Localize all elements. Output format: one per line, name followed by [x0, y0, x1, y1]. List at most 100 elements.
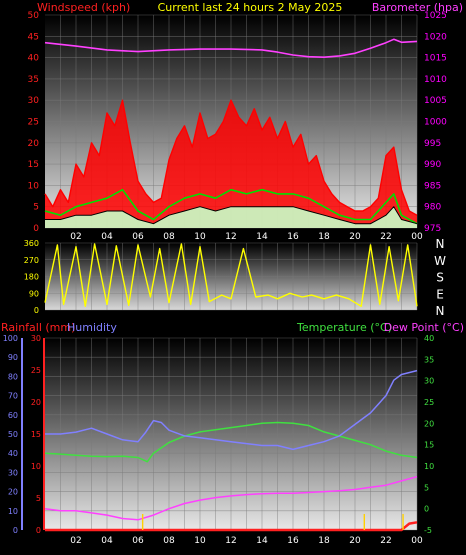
wind-axis-title: Windspeed (kph): [37, 1, 130, 14]
time-tick-label: 18: [318, 232, 330, 242]
temperature-axes: 0102030405060708090100051015202530-50510…: [3, 334, 434, 546]
wind-direction-line: [44, 243, 418, 307]
baro-tick-label: 1015: [424, 54, 447, 64]
temp-tick-label: 10: [424, 462, 434, 471]
time-tick-label: 04: [101, 536, 113, 546]
humidity-tick-label: 30: [8, 468, 18, 477]
compass-label: N: [436, 304, 445, 318]
baro-tick-label: 1010: [424, 75, 447, 85]
temp-tick-label: 15: [424, 441, 434, 450]
wind-average-line: [45, 206, 418, 225]
wind-tick-label: 15: [28, 160, 39, 170]
rainfall-line: [45, 521, 418, 532]
time-tick-label: 02: [70, 536, 81, 546]
time-tick-label: 16: [287, 536, 299, 546]
direction-tick-label: 270: [24, 256, 39, 265]
baro-tick-label: 985: [424, 181, 441, 191]
dewpoint-line: [44, 475, 418, 521]
time-tick-label: 20: [349, 536, 361, 546]
time-tick-label: 12: [225, 536, 236, 546]
baro-tick-label: 1020: [424, 32, 447, 42]
time-tick-label: 04: [101, 232, 113, 242]
time-tick-label: 22: [380, 232, 391, 242]
temp-tick-label: 20: [424, 419, 434, 428]
wind-tick-label: 20: [28, 139, 40, 149]
humidity-tick-label: 60: [8, 411, 18, 420]
temperature-line: [44, 421, 418, 463]
compass-label: E: [436, 287, 444, 301]
wind-tick-label: 50: [28, 11, 40, 21]
time-tick-label: 14: [256, 536, 268, 546]
wind-gust-area: [45, 100, 417, 228]
time-tick-label: 14: [256, 232, 268, 242]
direction-tick-label: 180: [24, 273, 39, 282]
humidity-line: [45, 369, 418, 451]
wind-speed-line: [44, 188, 418, 225]
time-tick-label: 02: [70, 232, 81, 242]
wind-tick-label: 10: [28, 181, 40, 191]
barometer-line: [44, 38, 418, 59]
humidity-tick-label: 50: [8, 430, 18, 439]
wind-tick-label: 5: [33, 203, 39, 213]
direction-axes: 0 90 180 270 360: [24, 239, 39, 315]
humidity-tick-label: 100: [3, 334, 18, 343]
time-tick-label: 00: [411, 536, 423, 546]
temp-tick-label: 35: [424, 355, 434, 364]
time-tick-label: 22: [380, 536, 391, 546]
humidity-tick-label: 20: [8, 488, 18, 497]
temperature-marks: [44, 369, 418, 532]
baro-tick-label: 1005: [424, 96, 447, 106]
temp-tick-label: 30: [424, 377, 434, 386]
baro-tick-label: 990: [424, 160, 441, 170]
temp-tick-label: 25: [424, 398, 434, 407]
rain-tick-label: 20: [31, 398, 41, 407]
compass-label: N: [436, 237, 445, 251]
time-tick-label: 08: [163, 536, 175, 546]
baro-tick-label: 980: [424, 203, 441, 213]
time-tick-label: 06: [132, 232, 144, 242]
wind-marks: [44, 38, 418, 228]
baro-tick-label: 1025: [424, 11, 447, 21]
dewpoint-axis-title: Dew Point (°C): [384, 321, 464, 334]
humidity-tick-label: 80: [8, 372, 18, 381]
time-tick-label: 12: [225, 232, 236, 242]
direction-marks: [44, 243, 418, 307]
temperature-axis-title: Temperature (°C): [296, 321, 392, 334]
baro-tick-label: 1000: [424, 118, 447, 128]
humidity-axis-title: Humidity: [67, 321, 117, 334]
humidity-tick-label: 40: [8, 449, 18, 458]
rain-tick-label: 15: [31, 430, 41, 439]
temp-tick-label: 5: [424, 483, 429, 492]
chart-title: Current last 24 hours 2 May 2025: [158, 1, 343, 14]
time-tick-label: 10: [194, 232, 206, 242]
wind-tick-label: 35: [28, 75, 39, 85]
temp-tick-label: -5: [424, 526, 432, 535]
humidity-tick-label: 90: [8, 353, 18, 362]
rain-tick-label: 5: [36, 494, 41, 503]
baro-axis-title: Barometer (hpa): [372, 1, 463, 14]
temp-tick-label: 0: [424, 505, 429, 514]
wind-gust-line: [44, 99, 418, 216]
time-tick-label: 06: [132, 536, 144, 546]
direction-tick-label: 90: [29, 289, 39, 298]
time-tick-label: 10: [194, 536, 206, 546]
time-tick-label: 00: [411, 232, 423, 242]
time-tick-label: 20: [349, 232, 361, 242]
wind-tick-label: 40: [28, 54, 40, 64]
rain-tick-label: 10: [31, 462, 41, 471]
time-tick-label: 18: [318, 536, 330, 546]
wind-axes: 0510152025303540455097598098599099510001…: [28, 11, 448, 242]
wind-tick-label: 45: [28, 32, 39, 42]
rain-tick-label: 0: [36, 526, 41, 535]
baro-tick-label: 995: [424, 139, 441, 149]
wind-tick-label: 30: [28, 96, 40, 106]
time-tick-label: 16: [287, 232, 299, 242]
wind-tick-label: 0: [33, 224, 39, 234]
direction-tick-label: 360: [24, 239, 39, 248]
direction-tick-label: 0: [34, 306, 39, 315]
wind-tick-label: 25: [28, 118, 39, 128]
compass-label: S: [436, 271, 444, 285]
rain-tick-label: 30: [31, 334, 41, 343]
